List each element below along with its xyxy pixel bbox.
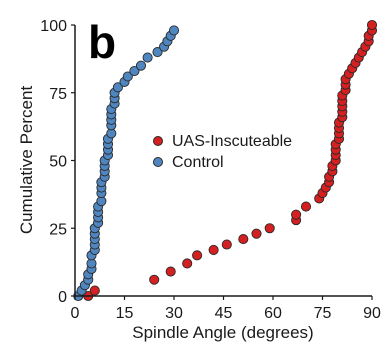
data-point-uas-inscuteable	[208, 244, 219, 255]
x-tick-label: 0	[71, 305, 80, 322]
legend-marker-control	[153, 157, 163, 167]
data-point-control	[122, 71, 133, 82]
series-control	[73, 25, 180, 302]
legend-label-control: Control	[172, 154, 224, 171]
y-tick-layer: 0 25 50 75 100	[40, 18, 75, 306]
series-uas-inscuteable	[83, 19, 378, 302]
x-axis-title: Spindle Angle (degrees)	[132, 323, 313, 342]
y-tick-label: 100	[40, 18, 67, 35]
data-point-control	[135, 60, 147, 71]
data-point-uas-inscuteable	[182, 258, 193, 269]
data-point-uas-inscuteable	[238, 234, 249, 245]
data-point-uas-inscuteable	[149, 274, 160, 285]
x-tick-label: 60	[264, 305, 282, 322]
data-point-uas-inscuteable	[165, 266, 176, 277]
x-tick-label: 15	[116, 305, 134, 322]
data-point-control	[142, 52, 153, 63]
data-point-uas-inscuteable	[192, 250, 203, 261]
y-tick-label: 0	[58, 289, 67, 306]
data-point-uas-inscuteable	[221, 239, 232, 250]
x-tick-label: 75	[314, 305, 332, 322]
x-tick-layer: 0 15 30 45 60 75 90	[71, 296, 381, 322]
data-point-uas-inscuteable	[366, 19, 378, 31]
data-point-uas-inscuteable	[89, 285, 100, 296]
data-point-uas-inscuteable	[291, 209, 302, 220]
data-point-uas-inscuteable	[251, 228, 262, 239]
data-point-uas-inscuteable	[300, 201, 312, 212]
data-point-uas-inscuteable	[264, 223, 275, 234]
data-point-control	[129, 66, 140, 77]
legend-marker-uas-inscuteable	[153, 136, 163, 146]
series-layer	[73, 19, 378, 302]
x-tick-label: 45	[215, 305, 233, 322]
y-tick-label: 25	[49, 221, 67, 238]
data-point-control	[112, 82, 123, 93]
data-point-control	[152, 47, 163, 58]
panel-label: b	[88, 16, 116, 68]
data-point-control	[168, 25, 180, 36]
x-tick-label: 30	[165, 305, 183, 322]
y-axis-title: Cumulative Percent	[17, 86, 36, 235]
x-tick-label: 90	[363, 305, 381, 322]
y-tick-label: 50	[49, 154, 67, 171]
legend-label-uas-inscuteable: UAS-Inscuteable	[172, 133, 292, 150]
legend: UAS-Inscuteable Control	[153, 133, 292, 171]
y-tick-label: 75	[49, 86, 67, 103]
